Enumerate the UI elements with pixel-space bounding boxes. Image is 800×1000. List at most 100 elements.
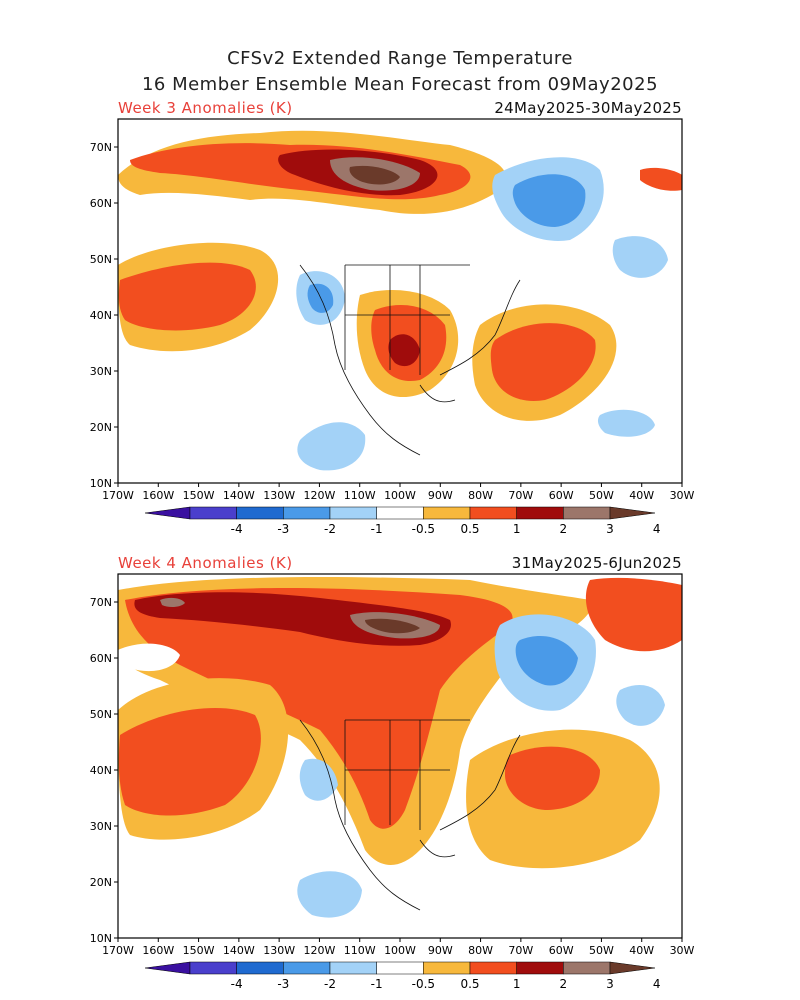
week4-lat-label: 70N	[90, 596, 112, 609]
week3-lon-label: 140W	[223, 489, 255, 502]
week4-colorbar-label: 2	[560, 977, 568, 990]
week3-colorbar-swatch	[563, 506, 611, 520]
week3-colorbar-label: 2	[560, 522, 568, 535]
week4-colorbar-swatch	[236, 961, 284, 975]
week4-lon-label: 80W	[468, 944, 493, 957]
week3-colorbar-swatch	[423, 506, 471, 520]
week4-lon-label: 110W	[344, 944, 376, 957]
week3-colorbar: -4 -3 -2 -1 -0.5 0.5 1 2 3 4	[144, 506, 661, 535]
week3-lon-label: 60W	[549, 489, 574, 502]
week4-colorbar: -4 -3 -2 -1 -0.5 0.5 1 2 3 4	[144, 961, 661, 990]
week4-lat-label: 50N	[90, 708, 112, 721]
week4-colorbar-label: -3	[277, 977, 289, 990]
week3-colorbar-swatch	[144, 506, 191, 520]
week3-lon-label: 90W	[428, 489, 453, 502]
week3-lon-label: 120W	[303, 489, 335, 502]
week4-lat-label: 10N	[90, 932, 112, 945]
week3-lon-label: 80W	[468, 489, 493, 502]
week3-lat-label: 20N	[90, 421, 112, 434]
week3-lon-label: 110W	[344, 489, 376, 502]
week4-lon-label: 50W	[589, 944, 614, 957]
week4-lon-label: 120W	[303, 944, 335, 957]
week4-map: 170W 160W 150W 140W 130W 120W 110W 100W 90W 80W 70…	[90, 573, 695, 990]
week3-lon-label: 160W	[142, 489, 174, 502]
week4-coastlines	[299, 719, 521, 911]
week4-lon-labels: 170W 160W 150W 140W 130W 120W 110W 100W 90W 80W 70…	[102, 938, 695, 957]
week3-colorbar-swatch	[609, 506, 656, 520]
week4-colorbar-label: 1	[513, 977, 521, 990]
week3-map: 170W 160W 150W 140W 130W 120W 110W 100W 90W 80W 70…	[90, 118, 695, 535]
week3-lon-labels: 170W 160W 150W 140W 130W 120W 110W 100W 90W 80W 70…	[102, 483, 695, 502]
week4-lon-label: 170W	[102, 944, 134, 957]
week3-colorbar-label: 4	[653, 522, 661, 535]
week4-lon-label: 70W	[508, 944, 533, 957]
week4-lon-label: 60W	[549, 944, 574, 957]
week3-lat-label: 70N	[90, 141, 112, 154]
week3-colorbar-swatch	[236, 506, 284, 520]
week3-lat-label: 50N	[90, 253, 112, 266]
week3-lat-label: 30N	[90, 365, 112, 378]
week4-lat-label: 20N	[90, 876, 112, 889]
week4-colorbar-label: 0.5	[460, 977, 479, 990]
week4-label: Week 4 Anomalies (K)	[118, 554, 293, 572]
week3-colorbar-label: -2	[324, 522, 336, 535]
week4-lat-label: 40N	[90, 764, 112, 777]
week4-colorbar-swatch	[609, 961, 656, 975]
week3-dates: 24May2025-30May2025	[494, 99, 682, 117]
week4-lat-label: 30N	[90, 820, 112, 833]
week3-lat-label: 10N	[90, 477, 112, 490]
week3-label: Week 3 Anomalies (K)	[118, 99, 293, 117]
week4-lon-label: 160W	[142, 944, 174, 957]
week4-lon-label: 30W	[670, 944, 695, 957]
week3-lon-label: 70W	[508, 489, 533, 502]
week4-colorbar-swatch	[144, 961, 191, 975]
week4-colorbar-label: -1	[371, 977, 383, 990]
week4-colorbar-swatch	[283, 961, 331, 975]
week3-lat-labels: 70N 60N 50N 40N 30N 20N 10N	[90, 141, 118, 490]
week4-colorbar-swatch	[469, 961, 517, 975]
week3-colorbar-label: 1	[513, 522, 521, 535]
week3-colorbar-swatch	[516, 506, 564, 520]
week4-colorbar-label: -2	[324, 977, 336, 990]
week4-colorbar-label: -0.5	[412, 977, 435, 990]
week4-lat-labels: 70N 60N 50N 40N 30N 20N 10N	[90, 596, 118, 945]
week4-lon-label: 150W	[183, 944, 215, 957]
week3-lon-label: 170W	[102, 489, 134, 502]
week3-colorbar-label: 3	[606, 522, 614, 535]
week3-colorbar-swatch	[469, 506, 517, 520]
week3-colorbar-label: -4	[231, 522, 243, 535]
week4-dates: 31May2025-6Jun2025	[511, 554, 682, 572]
week4-colorbar-swatch	[516, 961, 564, 975]
week4-colorbar-swatch	[563, 961, 611, 975]
week4-colorbar-label: 4	[653, 977, 661, 990]
week4-lon-label: 90W	[428, 944, 453, 957]
week3-colorbar-label: 0.5	[460, 522, 479, 535]
week3-lat-label: 60N	[90, 197, 112, 210]
week3-colorbar-label: -1	[371, 522, 383, 535]
week3-lon-label: 40W	[629, 489, 654, 502]
week4-colorbar-label: 3	[606, 977, 614, 990]
week3-lon-label: 130W	[263, 489, 295, 502]
week3-lon-label: 100W	[384, 489, 416, 502]
week4-lon-label: 40W	[629, 944, 654, 957]
week3-coastlines	[299, 264, 521, 456]
week4-colorbar-swatch	[329, 961, 377, 975]
title-line-2: 16 Member Ensemble Mean Forecast from 09…	[141, 74, 659, 95]
week4-lon-label: 140W	[223, 944, 255, 957]
week4-colorbar-swatch	[189, 961, 237, 975]
week3-colorbar-swatch	[283, 506, 331, 520]
week4-lat-label: 60N	[90, 652, 112, 665]
week3-lon-label: 50W	[589, 489, 614, 502]
week3-colorbar-swatch	[329, 506, 377, 520]
week3-colorbar-label: -0.5	[412, 522, 435, 535]
week3-lon-label: 30W	[670, 489, 695, 502]
week3-lon-label: 150W	[183, 489, 215, 502]
title-line-1: CFSv2 Extended Range Temperature	[227, 48, 573, 69]
week3-colorbar-label: -3	[277, 522, 289, 535]
week4-colorbar-label: -4	[231, 977, 243, 990]
week3-colorbar-swatch	[376, 506, 424, 520]
week4-lon-label: 130W	[263, 944, 295, 957]
week4-lon-label: 100W	[384, 944, 416, 957]
week3-lat-label: 40N	[90, 309, 112, 322]
week4-colorbar-swatch	[423, 961, 471, 975]
